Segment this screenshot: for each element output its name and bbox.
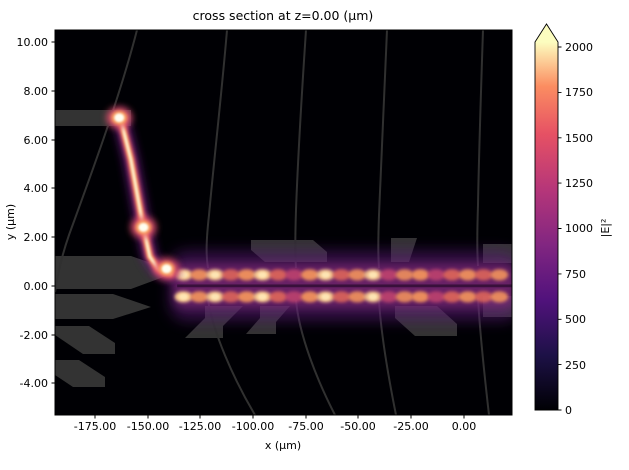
x-tick-label-6: -25.00 [393, 420, 428, 433]
colorbar-tick-label-8: 2000 [565, 41, 593, 54]
x-tick-label-1: -150.00 [127, 420, 169, 433]
hot-spot-core [161, 264, 172, 274]
y-tick-label-5: 0.00 [24, 280, 49, 293]
colorbar-tick-label-3: 750 [565, 268, 586, 281]
stripe-lobe [443, 269, 461, 281]
stripe-lobe-core [210, 271, 220, 279]
y-axis-ticks [51, 41, 55, 384]
stripe-lobe-core [321, 293, 331, 301]
colorbar-extend-triangle [535, 24, 558, 42]
stripe-lobe [348, 269, 367, 281]
stripe-lobe [474, 291, 493, 303]
colorbar-tick-label-4: 1000 [565, 222, 593, 235]
stripe-lobe [285, 269, 303, 281]
stripe-lobe-core [368, 271, 378, 279]
y-axis-label: y (μm) [4, 204, 17, 240]
stripe-lobe [443, 291, 461, 303]
stripe-lobe [285, 291, 303, 303]
stripe-lobe [269, 291, 288, 303]
stripe-lobe [332, 269, 351, 281]
chart-title: cross section at z=0.00 (μm) [193, 8, 374, 23]
colorbar-outline [534, 23, 559, 411]
x-axis-label: x (μm) [265, 439, 301, 452]
stripe-lobe-core [258, 271, 267, 279]
stripe-lobe-core [321, 271, 331, 279]
stripe-lobe [237, 291, 256, 303]
stripe-lobe [222, 291, 240, 303]
hot-spot-core [114, 113, 125, 123]
stripe-lobe [395, 269, 414, 281]
stripe-lobe-core [368, 293, 378, 301]
stripe-lobe [190, 269, 209, 281]
stripe-lobe-core [258, 293, 267, 301]
stripe-lobe [490, 269, 509, 281]
y-tick-label-1: 8.00 [24, 85, 49, 98]
stripe-lobe [474, 269, 493, 281]
colorbar-tick-label-0: 0 [565, 404, 572, 417]
stripe-lobe [300, 269, 319, 281]
stripe-lobe [269, 269, 288, 281]
x-tick-label-2: -125.00 [179, 420, 221, 433]
stripe-lobe [379, 291, 398, 303]
y-tick-label-3: 4.00 [24, 182, 49, 195]
stripe-lobe [300, 291, 319, 303]
x-tick-label-7: 0.00 [452, 420, 477, 433]
stripe-lobe [379, 269, 398, 281]
colorbar-label: |E|² [599, 219, 612, 238]
y-tick-label-4: 2.00 [24, 231, 49, 244]
stripe-lobe [222, 269, 240, 281]
colorbar-gradient [535, 42, 558, 410]
stripe-center-gap [177, 284, 512, 288]
stripe-lobe [490, 291, 509, 303]
stripe-lobe [458, 269, 477, 281]
field-intensity-layer [106, 106, 512, 322]
y-tick-label-7: -4.00 [20, 377, 48, 390]
stripe-lobe [458, 291, 477, 303]
colorbar-tick-label-2: 500 [565, 313, 586, 326]
stripe-lobe [395, 291, 414, 303]
stripe-lobe-core [179, 293, 188, 301]
colorbar: 0 250 500 750 1000 1250 1500 1750 2000 |… [534, 23, 612, 417]
stripe-lobe-core [179, 271, 188, 279]
stripe-lobe [427, 291, 446, 303]
colorbar-tick-label-5: 1250 [565, 177, 593, 190]
stripe-lobe [237, 269, 256, 281]
colorbar-tick-label-1: 250 [565, 359, 586, 372]
x-tick-label-4: -75.00 [288, 420, 323, 433]
stripe-lobe [411, 269, 430, 281]
colorbar-tick-label-6: 1500 [565, 132, 593, 145]
x-axis-ticks [94, 415, 465, 419]
heatmap-background [55, 30, 512, 415]
stripe-lobe [411, 291, 430, 303]
stripe-lobe-core [210, 293, 220, 301]
y-tick-label-6: -2.00 [20, 329, 48, 342]
colorbar-ticks [558, 46, 562, 411]
y-tick-label-2: 6.00 [24, 134, 49, 147]
x-tick-label-3: -100.00 [232, 420, 274, 433]
x-tick-label-0: -175.00 [74, 420, 116, 433]
stripe-lobe [190, 291, 209, 303]
colorbar-tick-label-7: 1750 [565, 86, 593, 99]
stripe-lobe [332, 291, 351, 303]
stripe-lobe [427, 269, 446, 281]
y-tick-label-0: 10.00 [17, 36, 49, 49]
plot-border [54, 29, 513, 416]
x-tick-label-5: -50.00 [340, 420, 375, 433]
heatmap [55, 30, 512, 415]
stripe-lobe [348, 291, 367, 303]
hot-spot-core [138, 222, 149, 232]
